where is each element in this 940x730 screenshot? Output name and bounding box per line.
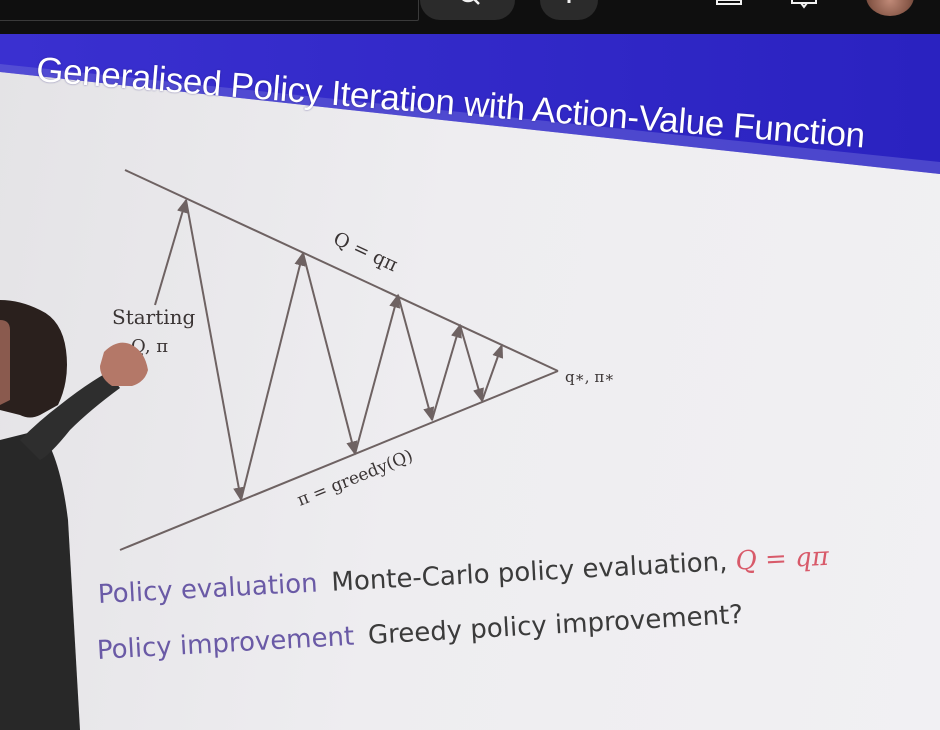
search-button[interactable] <box>420 0 515 20</box>
start-arrow <box>154 198 188 306</box>
add-button[interactable] <box>540 0 598 20</box>
iteration-arrows <box>154 198 504 502</box>
improve-arrow <box>302 252 358 456</box>
avatar[interactable] <box>866 0 914 16</box>
address-field[interactable] <box>0 0 419 21</box>
start-label: Starting <box>112 305 196 329</box>
presenter-arm <box>20 372 120 460</box>
start-label-sub: Q, π <box>131 336 168 357</box>
improve-arrow <box>185 199 245 502</box>
improve-arrow <box>459 324 484 403</box>
top-bar <box>0 0 940 34</box>
top-boundary-line <box>124 169 559 372</box>
evaluate-arrow <box>431 323 462 421</box>
cast-icon[interactable] <box>716 0 742 8</box>
evaluate-arrow <box>354 293 401 455</box>
improve-arrow <box>397 294 435 422</box>
presenter-head <box>0 300 67 418</box>
apex-label: q∗, π∗ <box>565 368 614 386</box>
bottom-boundary-line <box>119 370 559 551</box>
evaluate-arrow <box>481 343 504 402</box>
title-band-shape <box>0 34 940 174</box>
evaluate-arrow <box>240 251 306 501</box>
add-icon <box>567 0 571 3</box>
notifications-icon[interactable] <box>790 0 818 10</box>
search-icon <box>461 0 480 5</box>
title-band: Generalised Policy Iteration with Action… <box>0 34 940 194</box>
presenter-body <box>0 430 80 730</box>
presenter-hand <box>100 342 148 386</box>
